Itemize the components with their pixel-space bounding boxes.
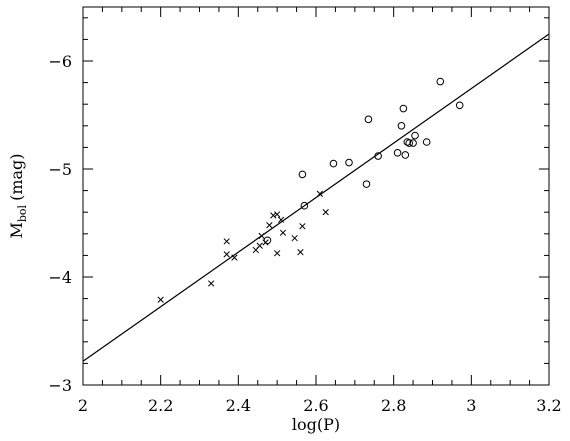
circle-point <box>374 152 382 160</box>
circle-point <box>345 158 353 167</box>
cross-point <box>266 222 273 229</box>
cross-point <box>277 216 285 223</box>
circle-point <box>409 139 417 147</box>
circle-point <box>405 139 414 147</box>
cross-point <box>256 242 263 249</box>
y-axis-label-main: M <box>7 222 26 238</box>
x-tick-labels: 2 2.2 2.4 2.6 2.8 3 3.2 <box>78 396 562 415</box>
cross-point <box>322 209 329 216</box>
fit-line <box>82 33 550 362</box>
cross-point <box>262 239 269 246</box>
circle-point <box>393 149 402 157</box>
y-tick-labels: −3 −4 −5 −6 <box>48 52 72 395</box>
y-axis-label: Mbol (mag) <box>7 153 29 238</box>
cross-point <box>316 190 324 197</box>
cross-point <box>291 234 298 242</box>
circle-point <box>329 159 338 168</box>
x-tick-label: 2.8 <box>381 396 406 415</box>
circle-point <box>397 122 406 130</box>
y-axis-label-subscript: bol <box>16 204 29 222</box>
cross-point <box>299 223 306 230</box>
circle-point <box>436 77 445 86</box>
y-tick-label: −4 <box>48 268 72 287</box>
x-tick-label: 2 <box>78 396 88 415</box>
data-points <box>157 77 464 303</box>
circle-point <box>300 201 309 210</box>
y-axis-label-unit: (mag) <box>7 153 26 200</box>
circle-point <box>401 151 410 159</box>
circle-point <box>263 236 272 245</box>
axis-ticks <box>82 7 550 386</box>
cross-point <box>223 251 230 258</box>
x-tick-label: 2.4 <box>226 396 251 415</box>
y-tick-label: −6 <box>48 52 72 71</box>
circle-point <box>411 131 419 140</box>
x-tick-label: 2.6 <box>303 396 328 415</box>
circle-point <box>362 180 371 188</box>
cross-point <box>231 254 238 261</box>
cross-point <box>279 229 287 236</box>
cross-point <box>297 249 304 256</box>
circle-point <box>403 138 412 146</box>
circle-point <box>455 101 464 110</box>
y-tick-label: −3 <box>48 376 72 395</box>
cross-point <box>274 250 281 257</box>
circle-point <box>364 115 373 124</box>
cross-point <box>274 211 281 218</box>
circle-point <box>298 170 307 179</box>
cross-point <box>270 212 277 219</box>
cross-point <box>258 232 265 240</box>
x-tick-label: 3.2 <box>536 396 561 415</box>
circle-point <box>422 138 431 146</box>
circle-point <box>399 104 408 113</box>
cross-point <box>207 280 215 287</box>
plot-frame <box>82 6 550 386</box>
cross-point <box>157 296 164 303</box>
y-tick-label: −5 <box>48 160 72 179</box>
x-tick-label: 2.2 <box>148 396 173 415</box>
x-tick-label: 3 <box>466 396 476 415</box>
cross-point <box>223 238 230 245</box>
x-axis-label: log(P) <box>292 415 340 434</box>
